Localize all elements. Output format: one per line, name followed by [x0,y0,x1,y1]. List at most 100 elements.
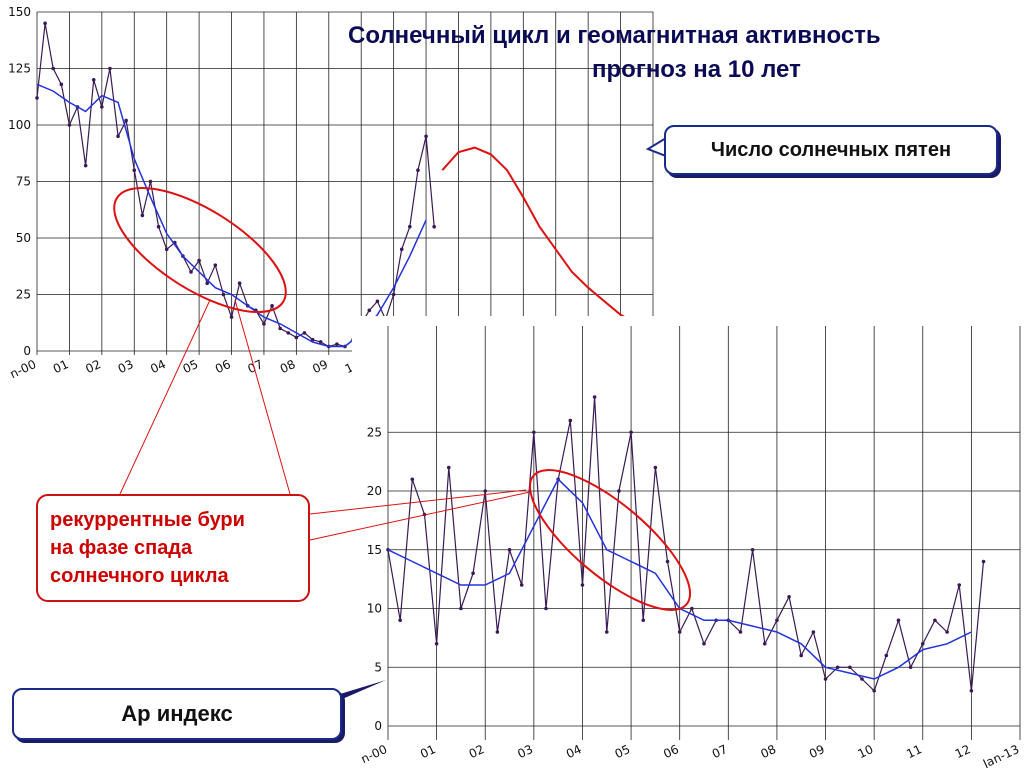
ap-x-tick-label: 03 [515,742,535,761]
ap-monthly-point [604,630,609,634]
ap-monthly-point [775,618,779,623]
sunspot-x-tick-label: 05 [181,357,201,376]
ap-monthly-point [568,418,573,423]
ap-x-tick-label: 07 [710,742,730,761]
sunspot-monthly-point [91,78,96,82]
sunspot-monthly-point [197,258,201,263]
sunspot-x-tick-label: n-00 [8,357,39,381]
ap-monthly-point [860,677,864,681]
title-line-1: Солнечный цикл и геомагнитная активность [348,22,881,49]
sunspot-monthly-point [237,281,242,286]
pointer-line [234,299,291,495]
ap-x-tick-label: 11 [904,742,924,761]
ap-y-tick-label: 5 [374,660,382,674]
ap-x-tick-label: 05 [613,742,633,761]
sunspot-monthly-point [140,213,145,218]
ap-monthly-point [398,618,402,623]
sunspot-monthly-point [83,163,88,168]
ap-y-tick-label: 25 [367,425,382,439]
sunspot-monthly-point [270,304,274,308]
ap-monthly-point [665,559,670,564]
ap-monthly-point [459,606,463,611]
ap-x-tick-label: 06 [661,742,681,761]
sunspot-monthly-point [286,331,291,335]
sunspot-y-tick-label: 150 [8,5,31,19]
sunspot-monthly-point [67,123,72,127]
highlight-annotations [113,136,692,700]
sunspot-monthly-point [262,322,266,326]
ap-x-tick-label: 04 [564,742,584,761]
sunspot-monthly-point [148,179,153,184]
sunspot-monthly-point [124,118,128,123]
ap-monthly-point [519,583,524,587]
sunspot-monthly-point [318,340,323,344]
ap-x-tick-label: 12 [953,742,973,761]
sunspot-monthly-point [51,66,56,71]
sunspot-chart-series [35,21,654,349]
ap-monthly-point [677,630,682,634]
sunspot-monthly-point [399,247,404,252]
ap-monthly-point [872,688,876,693]
sunspot-monthly-point [100,105,104,109]
ap-monthly-point [532,430,536,435]
sunspot-x-tick-label: 03 [116,357,136,376]
ap-monthly-point [933,618,937,623]
sunspot-monthly-point [116,134,120,139]
ap-monthly-point [738,630,743,634]
sunspot-monthly-point [189,270,193,274]
recurrent-line-3: солнечного цикла [50,565,229,587]
sunspot-monthly-point [375,299,380,304]
ap-monthly-point [835,665,840,670]
ap-monthly-point [617,489,621,493]
sunspot-y-tick-label: 100 [8,118,31,132]
ap-monthly-point [811,630,816,634]
ap-y-tick-label: 15 [367,543,382,557]
ap-index-callout: Ар индекс [12,688,342,740]
sunspot-y-tick-label: 25 [16,288,31,302]
sunspot-monthly-point [213,263,218,267]
sunspot-y-tick-label: 125 [8,62,31,76]
sunspot-monthly-point [391,292,396,297]
sunspot-monthly-point [43,21,47,26]
sunspot-monthly-point [35,96,39,100]
ap-monthly-point [702,641,706,646]
ap-x-tick-label: 09 [807,742,827,761]
ap-decline-ellipse [528,469,692,611]
sunspot-monthly-point [310,337,315,342]
sunspot-callout: Число солнечных пятен [664,125,998,175]
ap-monthly-point [896,618,901,623]
sunspot-monthly-point [221,292,226,297]
sunspot-monthly-point [108,66,112,71]
sunspot-monthly-point [424,134,428,139]
ap-monthly-point [507,547,512,552]
ap-monthly-point [495,630,500,634]
ap-monthly-point [434,641,439,646]
ap-monthly-point [629,430,633,435]
pointer-line [309,491,531,541]
ap-y-tick-label: 10 [367,602,382,616]
ap-x-tick-label: 08 [758,742,778,761]
ap-monthly-point [690,606,694,611]
sunspot-monthly-point [164,247,169,252]
sunspot-y-tick-label: 0 [23,344,31,358]
sunspot-monthly-point [416,168,420,172]
sunspot-monthly-point [335,342,339,347]
ap-monthly-point [410,477,415,482]
ap-monthly-point [544,606,548,611]
sunspot-y-tick-label: 50 [16,231,31,245]
ap-monthly-point [471,571,475,576]
sunspot-monthly-point [205,281,210,286]
sunspot-monthly-point [408,224,412,229]
sunspot-x-tick-label: 07 [245,357,265,376]
sunspot-monthly-point [294,335,299,340]
ap-monthly-point [945,630,949,634]
sunspot-monthly-point [278,326,282,331]
ap-monthly-point [446,465,451,470]
recurrent-line-1: рекуррентные бури [50,509,245,531]
pointer-line [119,299,211,495]
ap-x-tick-label: 01 [418,742,438,761]
ap-monthly-point [641,618,646,623]
sunspot-decline-ellipse [113,186,287,314]
sunspot-y-tick-label: 75 [16,175,31,189]
